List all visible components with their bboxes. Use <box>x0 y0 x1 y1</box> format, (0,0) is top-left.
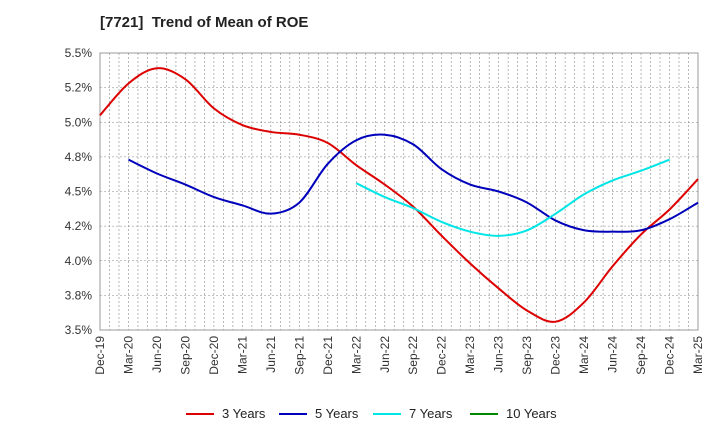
x-tick-label: Jun-22 <box>378 336 392 373</box>
y-tick-label: 4.8% <box>65 150 93 164</box>
x-tick-label: Dec-22 <box>435 336 449 375</box>
legend-label: 3 Years <box>222 406 266 421</box>
x-tick-label: Mar-24 <box>577 336 591 374</box>
grid-layer <box>99 52 699 331</box>
x-tick-label: Sep-22 <box>406 336 420 375</box>
series-line-3 <box>355 158 670 237</box>
y-tick-label: 5.5% <box>65 46 93 60</box>
legend-label: 10 Years <box>506 406 557 421</box>
y-tick-label: 5.2% <box>65 81 93 95</box>
x-tick-label: Dec-21 <box>321 336 335 375</box>
chart-legend: 3 Years 5 Years 7 Years 10 Years <box>0 404 720 424</box>
chart-title: [7721] Trend of Mean of ROE <box>100 14 309 31</box>
legend-swatch <box>373 413 401 415</box>
axes-layer: 3.5% 3.8% 4.0% 4.2% 4.5% 4.8% 5.0% 5.2% 5.5% Dec-… <box>65 46 705 375</box>
x-tick-label: Mar-20 <box>121 336 135 374</box>
series-line-1 <box>99 67 699 323</box>
x-tick-label: Dec-20 <box>207 336 221 375</box>
x-tick-label: Jun-20 <box>150 336 164 373</box>
x-tick-label: Mar-21 <box>235 336 249 374</box>
x-tick-label: Sep-23 <box>520 336 534 375</box>
legend-swatch <box>279 413 307 415</box>
legend-label: 5 Years <box>315 406 359 421</box>
series-line-2 <box>128 133 699 233</box>
x-tick-label: Mar-22 <box>349 336 363 374</box>
x-tick-label: Jun-23 <box>492 336 506 373</box>
y-tick-label: 4.5% <box>65 185 93 199</box>
x-tick-label: Dec-24 <box>663 336 677 375</box>
y-tick-label: 4.2% <box>65 219 93 233</box>
legend-label: 7 Years <box>409 406 453 421</box>
x-tick-label: Jun-21 <box>264 336 278 373</box>
series-layer <box>99 67 699 323</box>
x-tick-label: Sep-24 <box>634 336 648 375</box>
y-tick-label: 5.0% <box>65 115 93 129</box>
y-tick-label: 3.5% <box>65 323 93 337</box>
x-tick-label: Mar-25 <box>691 336 705 374</box>
x-tick-label: Dec-23 <box>549 336 563 375</box>
legend-swatch <box>186 413 214 415</box>
legend-swatch <box>470 413 498 415</box>
x-tick-label: Dec-19 <box>93 336 107 375</box>
x-tick-label: Jun-24 <box>606 336 620 373</box>
x-tick-label: Mar-23 <box>463 336 477 374</box>
x-tick-label: Sep-20 <box>178 336 192 375</box>
y-tick-label: 4.0% <box>65 254 93 268</box>
x-tick-label: Sep-21 <box>292 336 306 375</box>
y-tick-label: 3.8% <box>65 288 93 302</box>
